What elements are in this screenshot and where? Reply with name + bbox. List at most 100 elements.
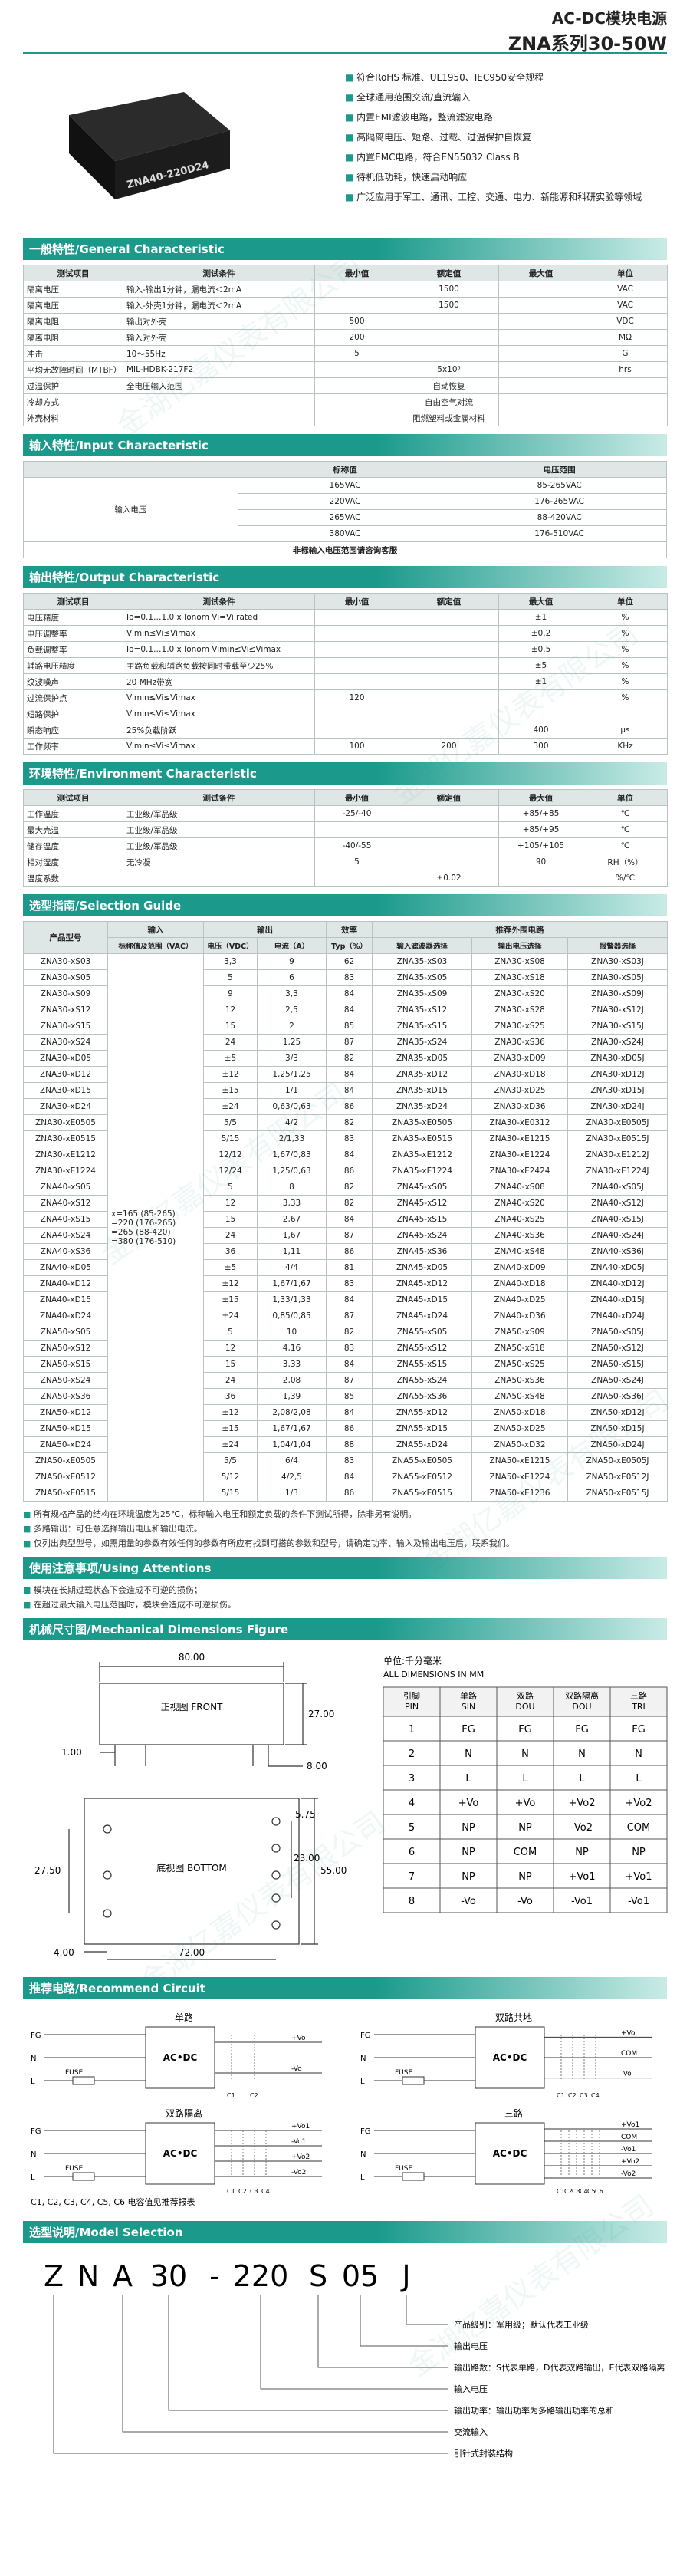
range-line: =380 (176-510) [111, 1236, 176, 1246]
fuse-label: FUSE [65, 2069, 83, 2077]
row: ZNA50-xS05 5 10 82 ZNA55-xS05 ZNA50-xS09 ZNA50… [23, 1324, 668, 1341]
cell: ±5 [203, 1050, 258, 1067]
cell: ZNA30-xE1212J [567, 1147, 668, 1163]
cell [314, 821, 399, 838]
cell [399, 854, 499, 870]
input-label: N [31, 2055, 36, 2063]
cell: KHz [583, 738, 668, 755]
cell: 1500 [399, 281, 499, 298]
cell: ZNA50-xE0512J [567, 1469, 668, 1485]
pin-header: 三路 TRI [630, 1691, 647, 1712]
header-row: 标称值及范围（VAC） 电压（VDC） 电流（A） Typ（%） 输入滤波器选择 输出电压… [24, 937, 668, 954]
cell: 相对湿度 [23, 854, 123, 870]
pin-text: NP [462, 1847, 475, 1858]
cell: 输入对外壳 [123, 329, 315, 346]
cell: 82 [326, 1324, 373, 1341]
cell: 自动恢复 [399, 377, 499, 394]
header-cell: 测试项目 [23, 789, 123, 806]
fuse-label: FUSE [65, 2165, 83, 2173]
feature-text: 符合RoHS 标准、UL1950、IEC950安全规程 [356, 72, 544, 83]
cell: 6 [257, 969, 327, 986]
cell: ±12 [203, 1066, 258, 1083]
cell: 83 [326, 969, 373, 986]
pin-text: N [578, 1749, 586, 1760]
cell: 86 [326, 1098, 373, 1115]
module-label: AC•DC [163, 2052, 198, 2063]
pin-text: -Vo [461, 1896, 476, 1907]
cell: ZNA55-xD12 [372, 1404, 472, 1421]
cell: 84 [326, 1356, 373, 1373]
cell: 冷却方式 [23, 393, 123, 410]
cell: ZNA50-xE0505 [23, 1452, 108, 1469]
cap-label: C4 [580, 2188, 588, 2195]
pin-text: COM [627, 1822, 651, 1834]
cell: ZNA30-xD24 [23, 1098, 108, 1115]
cell: 120 [314, 689, 399, 706]
pin-text: NP [632, 1847, 646, 1858]
cell: ZNA40-xS36 [23, 1243, 108, 1260]
cell: 86 [326, 1243, 373, 1260]
module [475, 2122, 545, 2185]
cell: +85/+95 [498, 821, 583, 838]
cell: 85-265VAC [452, 477, 667, 494]
selection-table: 产品型号 输入 输出 效率 推荐外围电路 标称值及范围（VAC） 电压（VDC） 电流（A） T… [23, 921, 668, 1502]
cell: ZNA30-xE1224 [23, 1163, 108, 1179]
cell: 3,3 [203, 953, 258, 970]
cell: ZNA35-xS09 [372, 985, 472, 1002]
cell: 隔离电阻 [23, 329, 123, 346]
row: 工作温度 工业级/军品级 -25/-40 +85/+85 ℃ [23, 805, 668, 822]
cap-label: C3 [580, 2092, 588, 2099]
feature-text: 内置EMC电路，符合EN55032 Class B [356, 152, 520, 163]
cell: ZNA50-xD24J [567, 1436, 668, 1453]
cell [314, 657, 399, 674]
cell: 86 [326, 1420, 373, 1437]
cell: ±1 [498, 673, 583, 690]
pin-text: 3 [409, 1773, 415, 1785]
cell [498, 345, 583, 362]
cell: ZNA40-xS05J [567, 1179, 668, 1196]
product-image: ZNA40-220D24 [69, 92, 230, 199]
cell: 5 [203, 969, 258, 986]
header-cell: 最小值 [314, 265, 399, 281]
cell [399, 837, 499, 854]
cell [314, 297, 399, 314]
cell: ±15 [203, 1082, 258, 1099]
cap-label: C6 [595, 2188, 603, 2195]
header-cell: 测试条件 [123, 593, 315, 610]
header-cell: 额定值 [399, 265, 499, 281]
circuit: 双路隔离 FG N L FUSE AC•DC +Vo1 -Vo1 +Vo2 -Vo2 C1 C2 C3 C… [31, 2107, 322, 2195]
cell: 165VAC [237, 477, 453, 494]
cell: 无冷凝 [123, 854, 315, 870]
cell: 温度系数 [23, 870, 123, 887]
row: 储存温度 工业级/军品级 -40/-55 +105/+105 ℃ [23, 837, 668, 854]
range-line: =220 (176-265) [111, 1218, 176, 1228]
cell: 10 [257, 1324, 327, 1341]
cell: Vimin≤Vi≤Vimax [123, 706, 315, 722]
header-cell: 输入滤波器选择 [372, 937, 472, 954]
cell: 3/3 [257, 1050, 327, 1067]
cell: ZNA30-xS15 [23, 1018, 108, 1035]
cell: 5/12 [203, 1469, 258, 1485]
cap-label: C1 [227, 2188, 235, 2195]
row: ZNA50-xS36 36 1,39 85 ZNA55-xS36 ZNA50-xS48 ZN… [23, 1388, 668, 1405]
cell: ZNA40-xD05J [567, 1259, 668, 1276]
module [145, 2026, 215, 2089]
table-wrap: 标称值 电压范围 输入电压 165VAC 85-265VAC 220VAC 176-265V… [0, 461, 690, 558]
cell: ZNA40-xD18 [472, 1275, 568, 1292]
cell: 200 [399, 738, 499, 755]
cell: hrs [583, 361, 668, 378]
input-label: L [31, 2078, 35, 2086]
cell: ±0.02 [399, 870, 499, 887]
cell: 15 [203, 1018, 258, 1035]
cell [583, 393, 668, 410]
feature-text: 待机低功耗，快速启动响应 [356, 172, 468, 183]
cell: VAC [583, 297, 668, 314]
bullet: ■ [345, 152, 357, 163]
feature: ■ 内置EMI滤波电路，整流滤波电路 [345, 110, 642, 123]
cell: 过温保护 [23, 377, 123, 394]
leader [406, 2295, 449, 2325]
cell: ZNA50-xS15 [23, 1356, 108, 1373]
cap-label: C3 [572, 2188, 580, 2195]
input-label: FG [360, 2127, 371, 2136]
pin-text: +Vo [515, 1798, 536, 1809]
